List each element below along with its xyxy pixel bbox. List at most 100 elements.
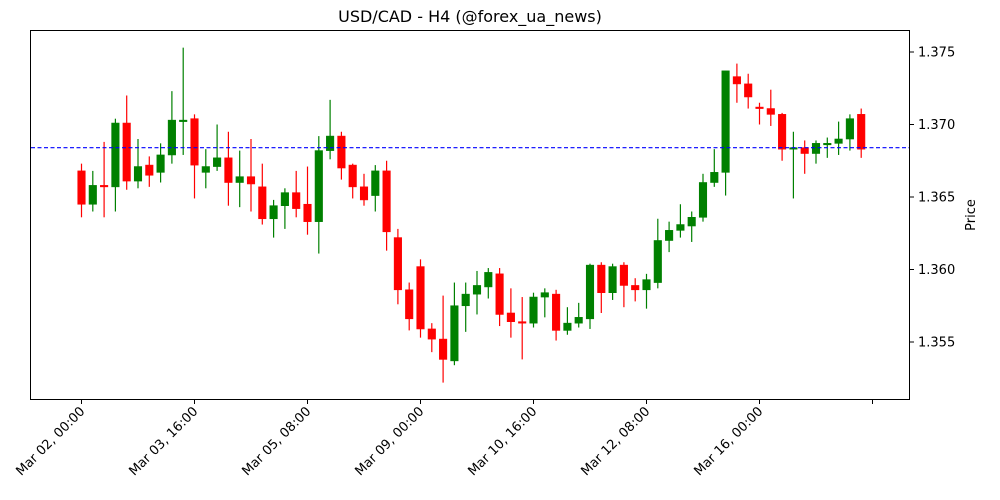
candle-body (100, 185, 109, 188)
candle-body (698, 182, 708, 218)
candle-bullish (201, 149, 210, 189)
candle-bullish (563, 307, 572, 335)
candle-bullish (540, 288, 549, 318)
y-axis-label: Price (964, 199, 979, 231)
candle-bearish (619, 262, 628, 308)
candle-body (382, 170, 391, 233)
candle-body (201, 166, 210, 173)
candle-bearish (416, 259, 425, 338)
candle-body (857, 114, 866, 150)
axes-frame (30, 30, 910, 400)
candle-body (224, 157, 233, 183)
candle-body (597, 264, 606, 293)
candle-body (665, 230, 674, 241)
candle-bearish (427, 323, 436, 353)
candle-body (427, 328, 436, 340)
candle-bearish (348, 163, 357, 199)
candle-body (631, 285, 640, 291)
candle-body (585, 264, 595, 320)
candle-bearish (744, 73, 753, 109)
candle-bearish (495, 268, 504, 327)
candle-bearish (122, 95, 131, 190)
candle-body (484, 272, 493, 288)
plot-area (31, 47, 909, 383)
candle-body (800, 147, 809, 154)
candle-body (755, 106, 764, 109)
candle-bearish (857, 108, 866, 158)
candle-body (145, 164, 154, 176)
candle-body (280, 192, 289, 206)
candle-bullish (269, 199, 278, 238)
candle-bullish (698, 173, 708, 222)
candle-body (834, 138, 843, 144)
candle-bullish (156, 143, 165, 183)
candle-body (472, 285, 482, 295)
candle-body (359, 186, 369, 201)
candle-bullish (179, 47, 188, 155)
candle-body (676, 224, 685, 231)
candle-bullish (371, 165, 380, 212)
candle-bullish (585, 263, 595, 329)
candle-bullish (653, 218, 662, 289)
candle-bearish (631, 278, 640, 302)
candle-bullish (834, 121, 843, 155)
candle-bullish (608, 263, 617, 300)
candle-body (371, 170, 380, 196)
candle-bullish (326, 99, 335, 160)
y-tick-label: 1.375 (918, 46, 955, 61)
candle-body (292, 192, 301, 209)
candle-bearish (393, 228, 402, 305)
candle-body (495, 273, 504, 315)
candle-body (246, 176, 256, 185)
candle-bullish (710, 149, 719, 187)
chart-title: USD/CAD - H4 (@forex_ua_news) (338, 7, 602, 27)
candle-body (540, 292, 549, 298)
candle-bearish (337, 131, 346, 180)
candle-body (608, 266, 617, 294)
candle-body (506, 312, 515, 322)
candle-bullish (472, 270, 482, 315)
candle-body (235, 176, 244, 183)
candle-bearish (145, 156, 154, 187)
candle-body (326, 135, 335, 151)
candle-body (213, 157, 222, 167)
candle-body (778, 114, 787, 150)
candle-bearish (292, 170, 301, 218)
candle-body (405, 289, 414, 320)
y-axis: 1.355 1.360 1.365 1.370 1.375 (910, 46, 955, 351)
candle-body (687, 217, 696, 227)
candle-body (845, 118, 854, 140)
candle-body (303, 203, 312, 222)
candle-body (529, 296, 538, 324)
candle-body (167, 119, 176, 156)
candle-bearish (100, 141, 109, 218)
candle-bullish (88, 170, 97, 212)
candle-body (552, 293, 561, 331)
candle-bullish (574, 302, 583, 328)
candle-bearish (405, 282, 414, 331)
candle-body (721, 70, 730, 173)
candle-bearish (190, 114, 199, 199)
candle-bearish (359, 173, 369, 206)
candle-bullish (461, 282, 470, 332)
candle-bearish (597, 262, 606, 313)
candle-bearish (766, 89, 775, 126)
candle-body (642, 279, 651, 291)
candle-body (619, 264, 628, 286)
candle-bearish (77, 163, 86, 218)
candle-bullish (213, 124, 222, 171)
candle-bullish (845, 114, 854, 151)
candle-body (179, 119, 188, 122)
candle-body (744, 83, 753, 98)
candle-bearish (552, 289, 561, 341)
candle-bullish (111, 118, 120, 212)
candle-bearish (439, 295, 448, 383)
candle-bearish (778, 112, 787, 161)
candle-bullish (529, 292, 538, 328)
candle-bearish (382, 160, 391, 251)
candle-bullish (280, 188, 289, 229)
candle-bullish (642, 273, 651, 309)
candle-body (823, 143, 832, 146)
candle-body (518, 321, 527, 324)
